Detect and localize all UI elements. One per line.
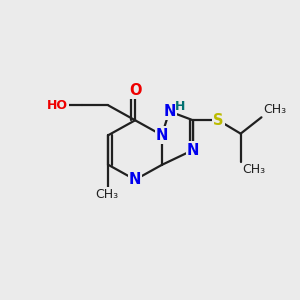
Text: S: S <box>213 113 224 128</box>
Text: N: N <box>156 128 168 142</box>
Text: HO: HO <box>47 99 68 112</box>
Text: O: O <box>129 83 141 98</box>
Text: CH₃: CH₃ <box>95 188 119 201</box>
Text: H: H <box>175 100 185 112</box>
Text: CH₃: CH₃ <box>263 103 286 116</box>
Text: N: N <box>129 172 141 187</box>
Text: CH₃: CH₃ <box>242 164 265 176</box>
Text: N: N <box>163 104 176 119</box>
Text: N: N <box>187 142 199 158</box>
